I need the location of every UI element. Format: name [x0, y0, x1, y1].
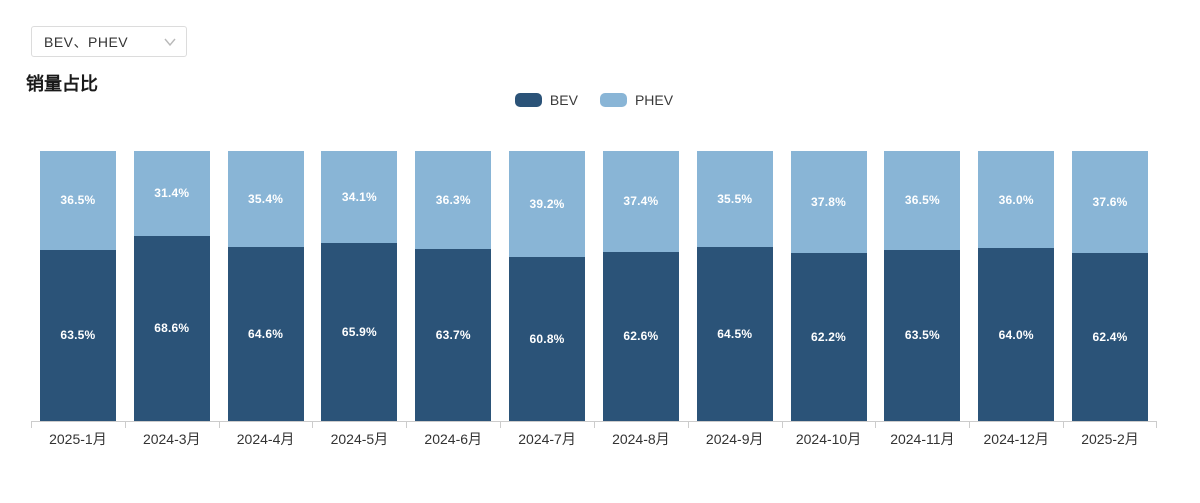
bar-segment-bev[interactable]: 64.0% — [978, 248, 1055, 421]
x-axis-label: 2024-11月 — [875, 422, 969, 451]
bar-segment-phev[interactable]: 36.0% — [978, 151, 1055, 249]
stacked-bar-chart: 36.5% 63.5% 31.4% 68.6% 35.4% 64.6% 34.1% 65.9%… — [31, 151, 1157, 421]
x-axis-label: 2024-7月 — [500, 422, 594, 451]
stacked-bar[interactable]: 31.4% 68.6% — [133, 151, 210, 421]
bar-slot: 39.2% 60.8% — [500, 151, 594, 421]
bar-segment-bev[interactable]: 62.4% — [1072, 252, 1149, 421]
stacked-bar[interactable]: 36.5% 63.5% — [884, 151, 961, 421]
bar-segment-bev[interactable]: 62.2% — [790, 253, 867, 421]
bev-value-label: 62.2% — [811, 330, 847, 345]
bev-value-label: 62.6% — [623, 329, 659, 344]
bar-segment-phev[interactable]: 36.5% — [39, 151, 116, 250]
phev-value-label: 31.4% — [154, 186, 190, 201]
bar-slot: 36.3% 63.7% — [406, 151, 500, 421]
series-filter-value: BEV、PHEV — [44, 33, 129, 50]
bar-segment-bev[interactable]: 63.5% — [39, 249, 116, 421]
bar-slot: 36.5% 63.5% — [31, 151, 125, 421]
x-axis-label: 2024-4月 — [218, 422, 313, 451]
bev-value-label: 63.5% — [904, 328, 940, 343]
x-axis: 2025-1月 2024-3月 2024-4月 2024-5月 2024-6月 2024-… — [31, 421, 1157, 451]
chart-legend: BEV PHEV — [31, 91, 1157, 109]
stacked-bar[interactable]: 37.6% 62.4% — [1072, 151, 1149, 421]
bar-segment-phev[interactable]: 34.1% — [321, 151, 398, 244]
bev-value-label: 64.0% — [998, 327, 1034, 342]
x-axis-label: 2024-5月 — [312, 422, 406, 451]
phev-value-label: 37.4% — [623, 194, 659, 209]
bar-slot: 37.6% 62.4% — [1063, 151, 1157, 421]
bar-slot: 35.4% 64.6% — [219, 151, 313, 421]
bar-segment-phev[interactable]: 35.4% — [227, 151, 304, 247]
bar-segment-phev[interactable]: 37.4% — [602, 151, 679, 252]
bar-segment-bev[interactable]: 64.6% — [227, 246, 304, 421]
legend-swatch-phev — [599, 93, 627, 107]
bar-segment-phev[interactable]: 39.2% — [509, 151, 586, 257]
bar-segment-phev[interactable]: 31.4% — [133, 151, 210, 236]
phev-value-label: 34.1% — [341, 190, 377, 205]
bar-segment-phev[interactable]: 35.5% — [696, 151, 773, 247]
bar-segment-bev[interactable]: 62.6% — [602, 251, 679, 421]
legend-item-phev[interactable]: PHEV — [599, 92, 674, 108]
stacked-bar[interactable]: 37.8% 62.2% — [790, 151, 867, 421]
stacked-bar[interactable]: 37.4% 62.6% — [602, 151, 679, 421]
stacked-bar[interactable]: 35.5% 64.5% — [696, 151, 773, 421]
bev-value-label: 60.8% — [529, 331, 565, 346]
legend-item-bev[interactable]: BEV — [514, 92, 578, 108]
x-axis-label: 2024-10月 — [781, 422, 876, 451]
bev-value-label: 68.6% — [154, 321, 190, 336]
stacked-bar[interactable]: 35.4% 64.6% — [227, 151, 304, 421]
bar-slot: 34.1% 65.9% — [312, 151, 406, 421]
phev-value-label: 36.5% — [904, 193, 940, 208]
phev-value-label: 36.3% — [435, 193, 471, 207]
axis-tick — [1156, 422, 1157, 428]
stacked-bar[interactable]: 36.3% 63.7% — [415, 151, 492, 421]
bar-slot: 36.0% 64.0% — [969, 151, 1063, 421]
bar-slot: 36.5% 63.5% — [875, 151, 969, 421]
bev-value-label: 63.7% — [435, 327, 471, 342]
bar-slot: 35.5% 64.5% — [688, 151, 782, 421]
phev-value-label: 35.5% — [717, 191, 753, 206]
bar-segment-bev[interactable]: 68.6% — [133, 235, 210, 421]
bar-segment-phev[interactable]: 37.8% — [790, 151, 867, 254]
bar-slot: 37.4% 62.6% — [594, 151, 688, 421]
x-axis-label: 2024-9月 — [687, 422, 782, 451]
bev-value-label: 63.5% — [60, 328, 96, 343]
legend-label-bev: BEV — [549, 92, 578, 108]
bar-segment-phev[interactable]: 36.3% — [415, 151, 492, 249]
stacked-bar[interactable]: 39.2% 60.8% — [509, 151, 586, 421]
phev-value-label: 37.8% — [811, 195, 847, 210]
stacked-bar[interactable]: 36.5% 63.5% — [39, 151, 116, 421]
bar-segment-phev[interactable]: 36.5% — [884, 151, 961, 250]
phev-value-label: 36.5% — [60, 193, 96, 208]
stacked-bar[interactable]: 34.1% 65.9% — [321, 151, 398, 421]
x-axis-label: 2024-6月 — [406, 422, 500, 451]
stacked-bar[interactable]: 36.0% 64.0% — [978, 151, 1055, 421]
series-filter-dropdown[interactable]: BEV、PHEV — [31, 26, 187, 57]
bar-slot: 31.4% 68.6% — [125, 151, 219, 421]
bar-segment-bev[interactable]: 60.8% — [509, 256, 586, 421]
bar-segment-bev[interactable]: 63.7% — [415, 249, 492, 421]
x-axis-label: 2024-3月 — [124, 422, 219, 451]
legend-swatch-bev — [514, 93, 542, 107]
phev-value-label: 35.4% — [248, 191, 284, 206]
bar-segment-bev[interactable]: 64.5% — [696, 246, 773, 421]
x-axis-label: 2025-1月 — [31, 422, 125, 451]
phev-value-label: 39.2% — [529, 196, 565, 211]
x-axis-label: 2025-2月 — [1063, 422, 1157, 451]
x-axis-label: 2024-12月 — [969, 422, 1063, 451]
phev-value-label: 37.6% — [1092, 194, 1128, 209]
bev-value-label: 64.6% — [248, 326, 284, 341]
bev-value-label: 62.4% — [1092, 329, 1128, 344]
bar-slot: 37.8% 62.2% — [782, 151, 876, 421]
bar-segment-bev[interactable]: 65.9% — [321, 243, 398, 421]
chevron-down-icon — [164, 38, 176, 46]
x-axis-label: 2024-8月 — [593, 422, 688, 451]
bev-value-label: 64.5% — [717, 326, 753, 341]
bar-segment-phev[interactable]: 37.6% — [1072, 151, 1149, 253]
bev-value-label: 65.9% — [341, 325, 377, 340]
phev-value-label: 36.0% — [998, 192, 1034, 207]
page-title: 销量占比 — [26, 74, 98, 94]
legend-label-phev: PHEV — [634, 92, 674, 108]
bar-segment-bev[interactable]: 63.5% — [884, 249, 961, 421]
